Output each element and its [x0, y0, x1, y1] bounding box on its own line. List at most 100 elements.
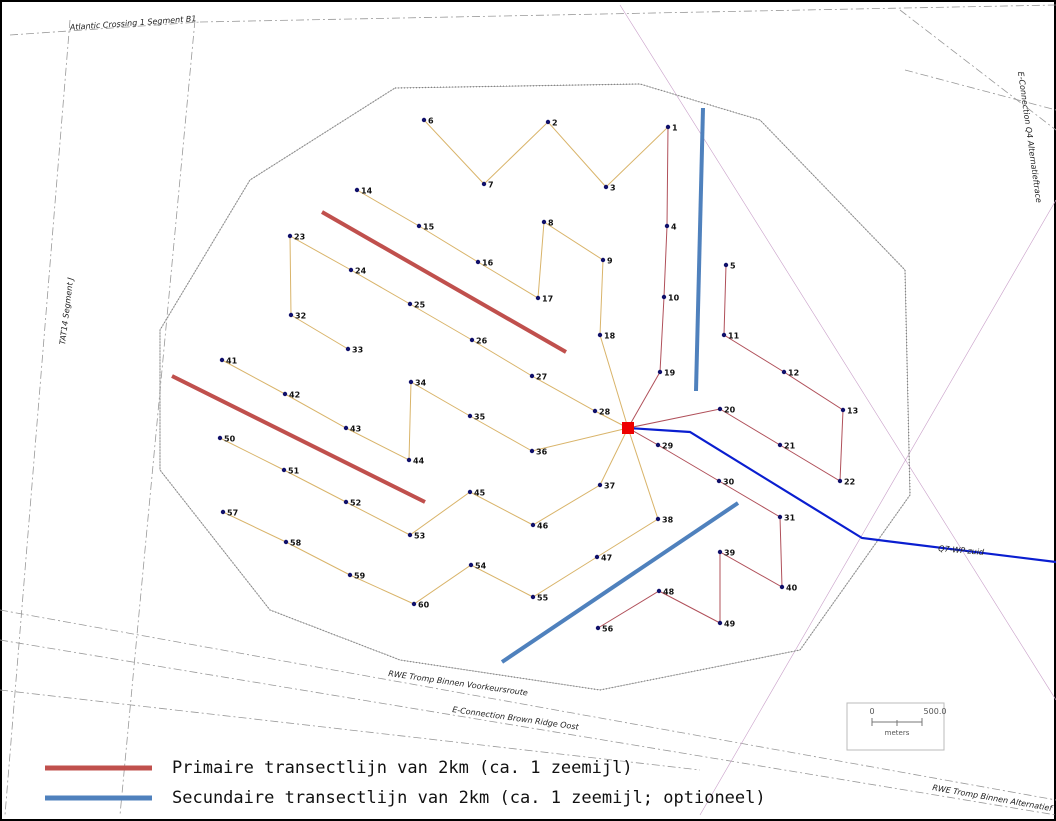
turbine: [717, 406, 723, 412]
turbine-label: 54: [475, 562, 487, 571]
turbine-label: 8: [548, 219, 554, 228]
array-cable: [221, 359, 629, 461]
turbine: [347, 572, 353, 578]
turbine-label: 13: [847, 407, 858, 416]
boundary-line: [159, 83, 911, 691]
turbine: [592, 408, 598, 414]
turbine: [529, 373, 535, 379]
turbine: [779, 584, 785, 590]
turbine: [600, 257, 606, 263]
turbine: [717, 549, 723, 555]
turbine-label: 57: [227, 509, 238, 518]
turbine-label: 51: [288, 467, 300, 476]
array-cable: [356, 189, 629, 429]
turbine: [469, 337, 475, 343]
turbine: [411, 601, 417, 607]
turbine: [664, 223, 670, 229]
turbine-label: 41: [226, 357, 238, 366]
turbine: [655, 442, 661, 448]
turbine-label: 21: [784, 442, 796, 451]
turbine-label: 53: [414, 532, 425, 541]
turbine: [281, 467, 287, 473]
turbine-label: 39: [724, 549, 736, 558]
turbine-label: 30: [723, 478, 735, 487]
scale-bar: 0 500.0 meters: [846, 702, 947, 751]
turbine: [837, 478, 843, 484]
turbine: [777, 514, 783, 520]
turbine-label: 50: [224, 435, 236, 444]
turbine: [655, 516, 661, 522]
turbine: [467, 489, 473, 495]
turbine: [661, 294, 667, 300]
turbine: [597, 482, 603, 488]
turbine-label: 45: [474, 489, 486, 498]
turbine-label: 32: [295, 312, 306, 321]
substation: [622, 422, 634, 434]
legend-text: Secundaire transectlijn van 2km (ca. 1 z…: [172, 788, 766, 808]
turbine-label: 24: [355, 267, 367, 276]
turbine-label: 60: [418, 601, 430, 610]
turbine-label: 17: [542, 295, 553, 304]
turbine-label: 10: [668, 294, 680, 303]
turbine-label: 42: [289, 391, 300, 400]
turbine: [595, 625, 601, 631]
turbine-label: 20: [724, 406, 736, 415]
turbine: [721, 332, 727, 338]
legend-text: Primaire transectlijn van 2km (ca. 1 zee…: [172, 758, 633, 778]
turbine-label: 7: [488, 181, 494, 190]
turbine: [283, 539, 289, 545]
turbine: [777, 442, 783, 448]
turbine: [545, 119, 551, 125]
turbine: [541, 219, 547, 225]
turbine-label: 2: [552, 119, 558, 128]
turbine-label: 59: [354, 572, 366, 581]
turbine: [354, 187, 360, 193]
turbine-label: 52: [350, 499, 361, 508]
turbine-label: 11: [728, 332, 740, 341]
turbine-label: 22: [844, 478, 855, 487]
turbine-label: 56: [602, 625, 614, 634]
turbine-label: 33: [352, 346, 363, 355]
turbine-label: 23: [294, 233, 305, 242]
turbine: [475, 259, 481, 265]
turbine-label: 16: [482, 259, 494, 268]
turbine: [716, 478, 722, 484]
turbine-label: 5: [730, 262, 736, 271]
turbine: [535, 295, 541, 301]
turbine: [421, 117, 427, 123]
turbine: [416, 223, 422, 229]
turbine-label: 15: [423, 223, 435, 232]
route-label: Q7-WP-zuid: [938, 544, 985, 557]
turbine: [723, 262, 729, 268]
turbine-label: 4: [671, 223, 677, 232]
scale-start: 0: [869, 707, 874, 716]
turbine-label: 29: [662, 442, 674, 451]
turbine-label: 40: [786, 584, 798, 593]
turbine-label: 49: [724, 620, 736, 629]
export-cable: [627, 426, 1056, 564]
turbine-label: 3: [610, 184, 616, 193]
turbine: [407, 532, 413, 538]
array-cable: [627, 264, 844, 482]
turbine: [219, 357, 225, 363]
turbine: [282, 391, 288, 397]
turbine: [603, 184, 609, 190]
turbine: [529, 448, 535, 454]
turbine: [781, 369, 787, 375]
turbine-label: 55: [537, 594, 549, 603]
turbine: [530, 522, 536, 528]
turbine: [468, 562, 474, 568]
turbine: [406, 457, 412, 463]
turbine-label: 12: [788, 369, 799, 378]
turbine-label: 18: [604, 332, 616, 341]
turbine-label: 9: [607, 257, 613, 266]
array-cable: [219, 427, 629, 536]
turbine: [288, 312, 294, 318]
turbine: [407, 301, 413, 307]
scale-unit: meters: [885, 729, 910, 737]
scale-end: 500.0: [924, 707, 947, 716]
turbine: [656, 588, 662, 594]
turbine-label: 47: [601, 554, 612, 563]
